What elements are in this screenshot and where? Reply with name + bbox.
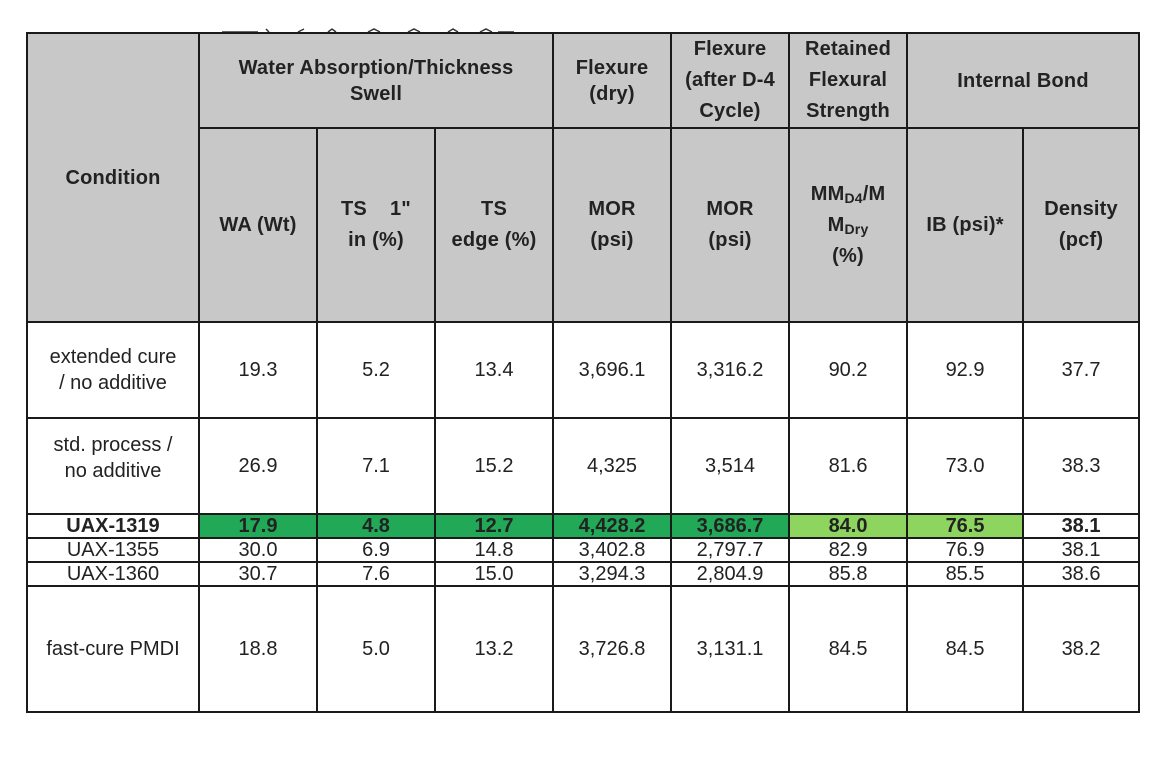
cell-ts1: 6.9 <box>316 537 436 563</box>
ts-1in-header: TS 1" in (%) <box>316 127 436 323</box>
table-row: extended cure / no additive 19.3 5.2 13.4… <box>26 321 1141 419</box>
cell-density: 38.1 <box>1022 513 1141 539</box>
cell-ib: 73.0 <box>906 417 1025 515</box>
cell-retained: 84.5 <box>788 585 909 713</box>
mor-d4-header: MOR (psi) <box>670 127 791 323</box>
cell-ts1: 7.6 <box>316 561 436 587</box>
table-row-highlighted: UAX-1319 17.9 4.8 12.7 4,428.2 3,686.7 8… <box>26 513 1141 539</box>
cell-density: 38.3 <box>1022 417 1141 515</box>
cell-wa: 26.9 <box>198 417 318 515</box>
condition-header: Condition <box>26 32 200 323</box>
data-table: Condition Water Absorption/Thickness Swe… <box>26 32 1141 713</box>
cell-density: 38.6 <box>1022 561 1141 587</box>
retained-strength-header: Retained Flexural Strength <box>788 32 909 129</box>
cell-mor-d4: 3,514 <box>670 417 791 515</box>
cell-mor-dry: 3,402.8 <box>552 537 673 563</box>
cell-mor-d4: 2,797.7 <box>670 537 791 563</box>
cell-mor-dry: 3,294.3 <box>552 561 673 587</box>
row-condition: UAX-1355 <box>26 537 200 563</box>
table-row: UAX-1360 30.7 7.6 15.0 3,294.3 2,804.9 8… <box>26 561 1141 587</box>
cell-ib: 85.5 <box>906 561 1025 587</box>
cell-ts1: 7.1 <box>316 417 436 515</box>
group-header-row: Condition Water Absorption/Thickness Swe… <box>26 32 1141 323</box>
cell-retained: 90.2 <box>788 321 909 419</box>
cell-wa: 17.9 <box>198 513 318 539</box>
cell-mor-d4: 3,316.2 <box>670 321 791 419</box>
table-row: fast-cure PMDI 18.8 5.0 13.2 3,726.8 3,1… <box>26 585 1141 713</box>
table-row: std. process / no additive 26.9 7.1 15.2 … <box>26 417 1141 515</box>
mor-dry-header: MOR (psi) <box>552 127 673 323</box>
sub-header-row: WA (Wt) TS 1" in (%) TS edge (%) MOR (psi)… <box>27 127 1141 323</box>
cell-mor-dry: 3,696.1 <box>552 321 673 419</box>
cropped-text-artifact <box>222 28 514 33</box>
cell-mor-d4: 3,686.7 <box>670 513 791 539</box>
row-condition: UAX-1319 <box>26 513 200 539</box>
cell-ts1: 4.8 <box>316 513 436 539</box>
cell-ts1: 5.2 <box>316 321 436 419</box>
cell-ts1: 5.0 <box>316 585 436 713</box>
internal-bond-header: Internal Bond <box>906 32 1141 129</box>
flexure-d4-header: Flexure (after D-4 Cycle) <box>670 32 791 129</box>
table-row: UAX-1355 30.0 6.9 14.8 3,402.8 2,797.7 8… <box>26 537 1141 563</box>
cell-density: 37.7 <box>1022 321 1141 419</box>
cell-retained: 82.9 <box>788 537 909 563</box>
cell-mor-d4: 3,131.1 <box>670 585 791 713</box>
ts-edge-header: TS edge (%) <box>433 127 555 323</box>
cell-mor-dry: 4,428.2 <box>552 513 673 539</box>
ib-header: IB (psi)* <box>906 127 1025 323</box>
cell-retained: 85.8 <box>788 561 909 587</box>
cell-ib: 76.9 <box>906 537 1025 563</box>
water-absorption-header: Water Absorption/Thickness Swell <box>197 32 555 129</box>
cell-wa: 30.7 <box>198 561 318 587</box>
row-condition: fast-cure PMDI <box>26 585 200 713</box>
cell-ib: 92.9 <box>906 321 1025 419</box>
cell-retained: 81.6 <box>788 417 909 515</box>
cell-wa: 30.0 <box>198 537 318 563</box>
wa-header: WA (Wt) <box>198 127 318 323</box>
flexure-dry-header: Flexure (dry) <box>552 32 673 129</box>
cell-density: 38.1 <box>1022 537 1141 563</box>
cell-ib: 84.5 <box>906 585 1025 713</box>
cell-mor-dry: 3,726.8 <box>552 585 673 713</box>
density-header: Density (pcf) <box>1022 127 1141 323</box>
cell-mor-dry: 4,325 <box>552 417 673 515</box>
cell-tsedge: 13.2 <box>433 585 555 713</box>
cell-ib: 76.5 <box>906 513 1025 539</box>
cell-mor-d4: 2,804.9 <box>670 561 791 587</box>
cell-wa: 18.8 <box>198 585 318 713</box>
cell-wa: 19.3 <box>198 321 318 419</box>
cell-tsedge: 14.8 <box>433 537 555 563</box>
row-condition: std. process / no additive <box>26 417 200 515</box>
cell-tsedge: 12.7 <box>433 513 555 539</box>
retained-ratio-header: MMD4/M MDry (%) <box>788 127 909 323</box>
row-condition: UAX-1360 <box>26 561 200 587</box>
cell-tsedge: 15.2 <box>433 417 555 515</box>
cell-tsedge: 13.4 <box>433 321 555 419</box>
cell-density: 38.2 <box>1022 585 1141 713</box>
cell-tsedge: 15.0 <box>433 561 555 587</box>
row-condition: extended cure / no additive <box>26 321 200 419</box>
cell-retained: 84.0 <box>788 513 909 539</box>
